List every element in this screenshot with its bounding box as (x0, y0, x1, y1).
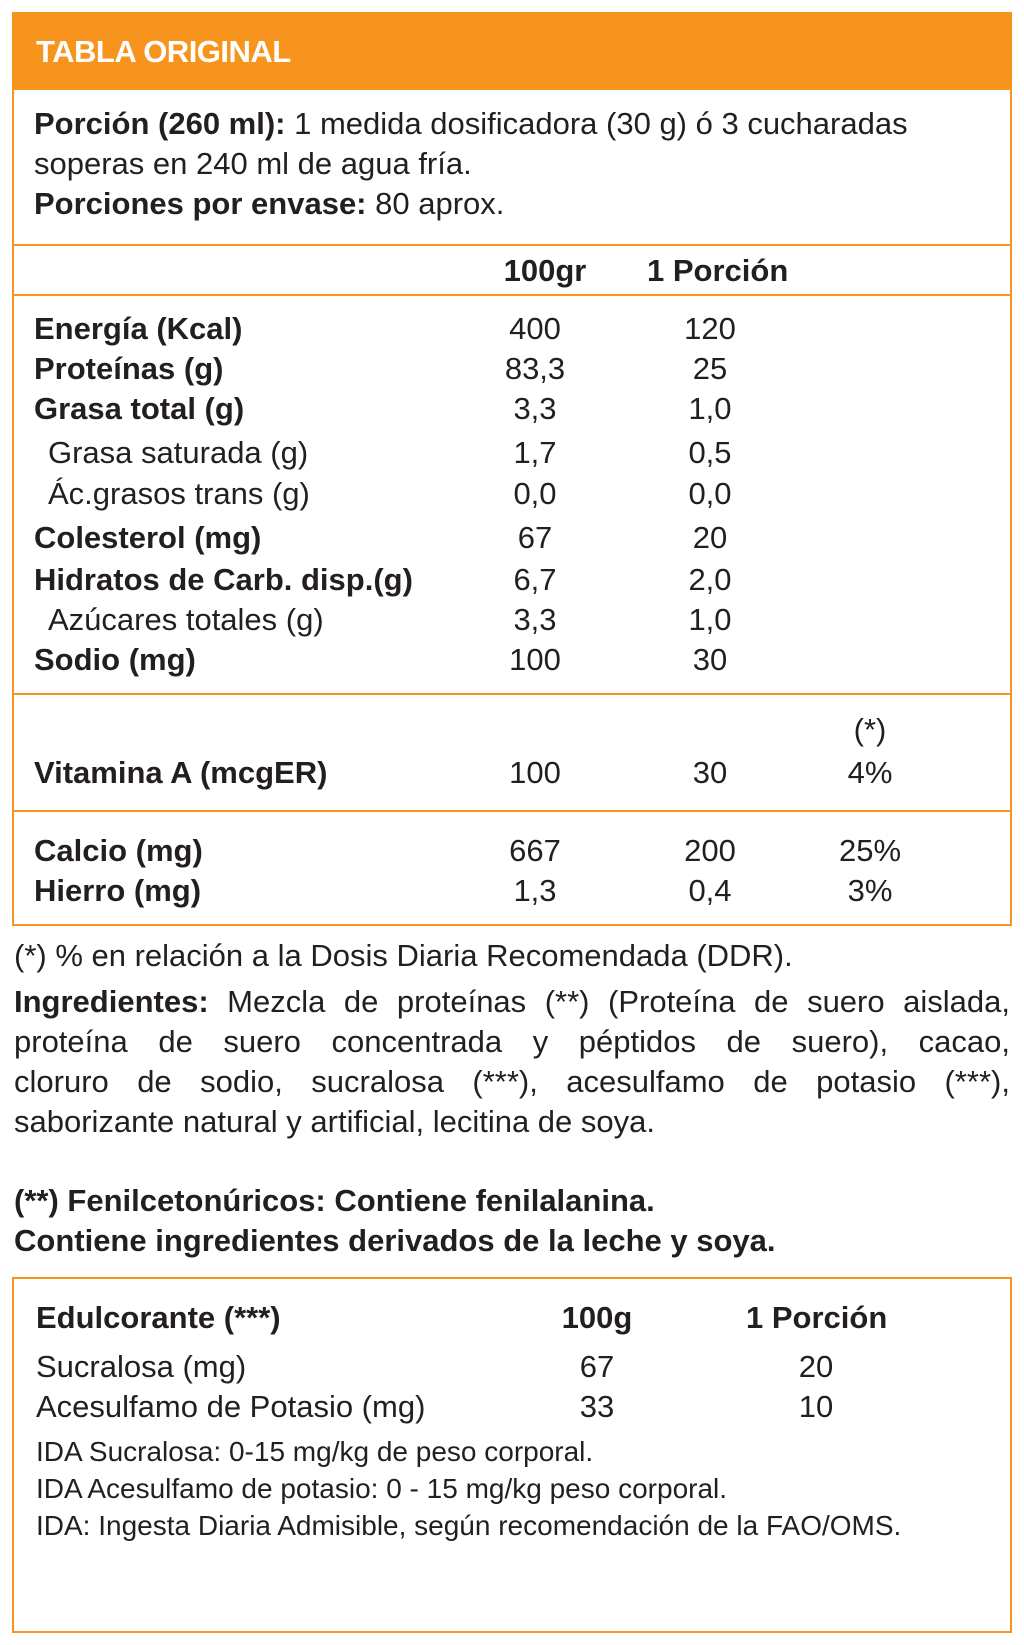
nutrient-value-100gr: 400 (509, 311, 561, 346)
nutrient-value-100gr: 83,3 (504, 351, 566, 386)
sweetener-column-portion: 1 Porción (746, 1300, 888, 1335)
column-header-100gr: 100gr (503, 253, 587, 288)
nutrient-name: Ác.grasos trans (g) (48, 476, 310, 511)
nutrient-name: Energía (Kcal) (34, 311, 243, 346)
ddr-footnote: (*) % en relación a la Dosis Diaria Reco… (14, 938, 793, 973)
nutrient-value-portion: 1,0 (688, 391, 732, 426)
ingredients-line: cloruro de sodio, sucralosa (***), acesu… (14, 1064, 1010, 1099)
nutrient-value-portion: 1,0 (688, 602, 732, 637)
mineral-name: Calcio (mg) (34, 833, 203, 868)
mineral-name: Hierro (mg) (34, 873, 202, 908)
vitamin-ddr-percent: 4% (847, 755, 893, 790)
table-header-bar: TABLA ORIGINAL (12, 12, 1012, 90)
sweetener-value-100g: 67 (579, 1349, 615, 1384)
nutrient-value-100gr: 3,3 (513, 602, 557, 637)
nutrient-name: Azúcares totales (g) (48, 602, 324, 637)
nutrient-value-portion: 120 (684, 311, 736, 346)
mineral-ddr-percent: 25% (838, 833, 902, 868)
nutrient-value-portion: 0,5 (688, 435, 732, 470)
ingredients-paragraph: Ingredientes: Mezcla de proteínas (**) (… (14, 982, 1010, 1142)
divider (12, 810, 1012, 812)
nutrient-value-portion: 2,0 (688, 562, 732, 597)
nutrient-value-100gr: 67 (517, 520, 553, 555)
sweetener-column-100g: 100g (561, 1300, 633, 1335)
sweetener-header: Edulcorante (***) (36, 1300, 281, 1335)
sweetener-value-portion: 20 (798, 1349, 834, 1384)
mineral-value-100gr: 1,3 (513, 873, 557, 908)
portion-line-2: soperas en 240 ml de agua fría. (34, 146, 472, 181)
allergen-warning: Contiene ingredientes derivados de la le… (14, 1223, 776, 1258)
nutrient-name: Hidratos de Carb. disp.(g) (34, 562, 413, 597)
sweetener-name: Acesulfamo de Potasio (mg) (36, 1389, 426, 1424)
mineral-value-portion: 200 (684, 833, 736, 868)
nutrient-value-100gr: 6,7 (513, 562, 557, 597)
divider (12, 693, 1012, 695)
nutrient-name: Colesterol (mg) (34, 520, 262, 555)
nutrient-name: Grasa total (g) (34, 391, 245, 426)
mineral-value-100gr: 667 (509, 833, 561, 868)
sweetener-value-portion: 10 (798, 1389, 834, 1424)
ingredients-line: proteína de suero concentrada y péptidos… (14, 1024, 1010, 1059)
nutrition-table-frame (12, 12, 1012, 926)
sweetener-value-100g: 33 (579, 1389, 615, 1424)
ida-note: IDA Sucralosa: 0-15 mg/kg de peso corpor… (36, 1436, 594, 1467)
portion-line: Porción (260 ml): 1 medida dosificadora … (34, 106, 908, 141)
mineral-value-portion: 0,4 (688, 873, 732, 908)
divider (12, 294, 1012, 296)
ida-note: IDA Acesulfamo de potasio: 0 - 15 mg/kg … (36, 1473, 728, 1504)
ida-note: IDA: Ingesta Diaria Admisible, según rec… (36, 1510, 902, 1541)
vitamin-value-portion: 30 (692, 755, 728, 790)
nutrient-value-100gr: 100 (509, 642, 561, 677)
vitamin-name: Vitamina A (mcgER) (34, 755, 328, 790)
nutrient-value-portion: 0,0 (688, 476, 732, 511)
ingredients-line: Ingredientes: Mezcla de proteínas (**) (… (14, 984, 1010, 1019)
nutrient-value-portion: 25 (692, 351, 728, 386)
vitamin-value-100gr: 100 (509, 755, 561, 790)
nutrient-value-100gr: 1,7 (513, 435, 557, 470)
table-title: TABLA ORIGINAL (36, 34, 291, 69)
nutrient-value-portion: 30 (692, 642, 728, 677)
nutrient-value-100gr: 0,0 (513, 476, 557, 511)
nutrient-value-portion: 20 (692, 520, 728, 555)
column-header-portion: 1 Porción (647, 253, 789, 288)
nutrient-value-100gr: 3,3 (513, 391, 557, 426)
servings-line: Porciones por envase: 80 aprox. (34, 186, 505, 221)
nutrient-name: Proteínas (g) (34, 351, 224, 386)
nutrient-name: Grasa saturada (g) (48, 435, 309, 470)
mineral-ddr-percent: 3% (847, 873, 893, 908)
nutrient-name: Sodio (mg) (34, 642, 196, 677)
ddr-header: (*) (853, 712, 887, 747)
phenylketonuric-warning: (**) Fenilcetonúricos: Contiene fenilala… (14, 1183, 655, 1218)
sweetener-table-frame (12, 1277, 1012, 1633)
divider (12, 244, 1012, 246)
ingredients-line: saborizante natural y artificial, leciti… (14, 1104, 655, 1139)
sweetener-name: Sucralosa (mg) (36, 1349, 247, 1384)
